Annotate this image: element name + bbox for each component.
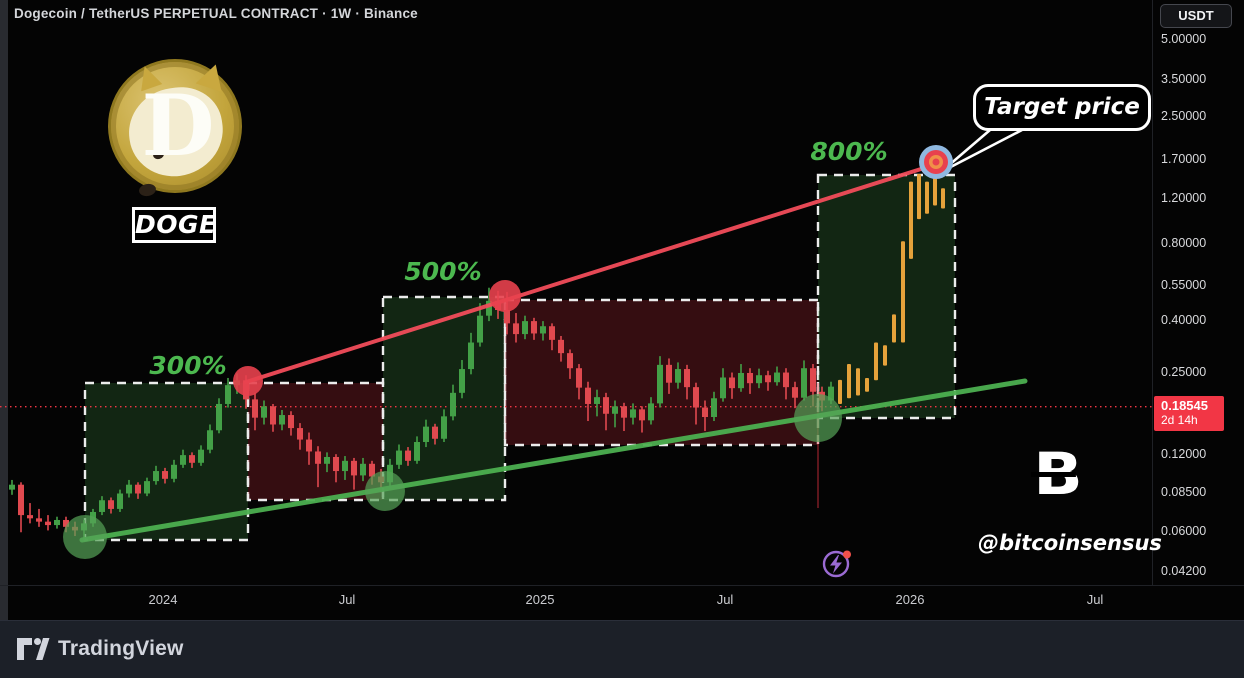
time-tick: 2026 xyxy=(895,592,925,607)
price-axis[interactable]: 5.00000 3.50000 2.50000 1.70000 1.20000 0.800… xyxy=(1152,0,1244,585)
doge-coin-logo: D xyxy=(108,59,242,198)
price-tick: 1.20000 xyxy=(1161,190,1207,205)
percent-gain-label: 300% xyxy=(149,351,227,380)
flash-event-icon[interactable] xyxy=(820,546,854,580)
target-price-callout: Target price xyxy=(973,84,1151,131)
percent-gain-label: 500% xyxy=(404,257,482,286)
price-tick: 0.08500 xyxy=(1161,485,1207,500)
footer-bar: TradingView xyxy=(0,620,1244,678)
price-tick: 0.55000 xyxy=(1161,277,1207,292)
tradingview-wordmark: TradingView xyxy=(58,637,184,660)
doge-letter: D xyxy=(141,76,215,175)
time-tick: 2024 xyxy=(148,592,178,607)
price-tick: 0.25000 xyxy=(1161,365,1207,380)
price-tick: 2.50000 xyxy=(1161,109,1207,124)
price-tick: 3.50000 xyxy=(1161,71,1207,86)
price-tick: 5.00000 xyxy=(1161,32,1207,46)
time-tick: Jul xyxy=(716,592,734,607)
tradingview-icon xyxy=(17,638,50,660)
time-tick: 2025 xyxy=(525,592,555,607)
bitcoinsensus-logo: B xyxy=(1022,445,1094,503)
price-tick: 1.70000 xyxy=(1161,152,1207,167)
price-tick: 0.40000 xyxy=(1161,313,1207,328)
percent-gain-label: 800% xyxy=(810,137,888,166)
price-tick: 0.04200 xyxy=(1161,563,1207,578)
time-axis[interactable]: 2024 Jul 2025 Jul 2026 Jul xyxy=(0,585,1152,620)
left-scroll-strip[interactable] xyxy=(0,0,8,620)
price-tick: 0.12000 xyxy=(1161,447,1207,462)
currency-toggle-button[interactable]: USDT xyxy=(1160,4,1232,28)
price-axis-separator xyxy=(1152,0,1153,585)
tradingview-logo[interactable]: TradingView xyxy=(16,637,184,661)
price-tick: 0.80000 xyxy=(1161,235,1207,250)
symbol-title: Dogecoin / TetherUS PERPETUAL CONTRACT ·… xyxy=(14,6,418,21)
doge-ticker-label: DOGE xyxy=(132,207,216,243)
time-tick: Jul xyxy=(1086,592,1104,607)
bitcoinsensus-handle: @bitcoinsensus xyxy=(978,531,1162,555)
time-tick: Jul xyxy=(338,592,356,607)
last-price-value: 0.18545 xyxy=(1161,397,1208,413)
last-price-badge: 0.18545 2d 14h xyxy=(1154,395,1224,431)
price-tick: 0.06000 xyxy=(1161,524,1207,539)
bar-countdown: 2d 14h xyxy=(1161,412,1198,427)
time-axis-separator xyxy=(0,585,1244,586)
